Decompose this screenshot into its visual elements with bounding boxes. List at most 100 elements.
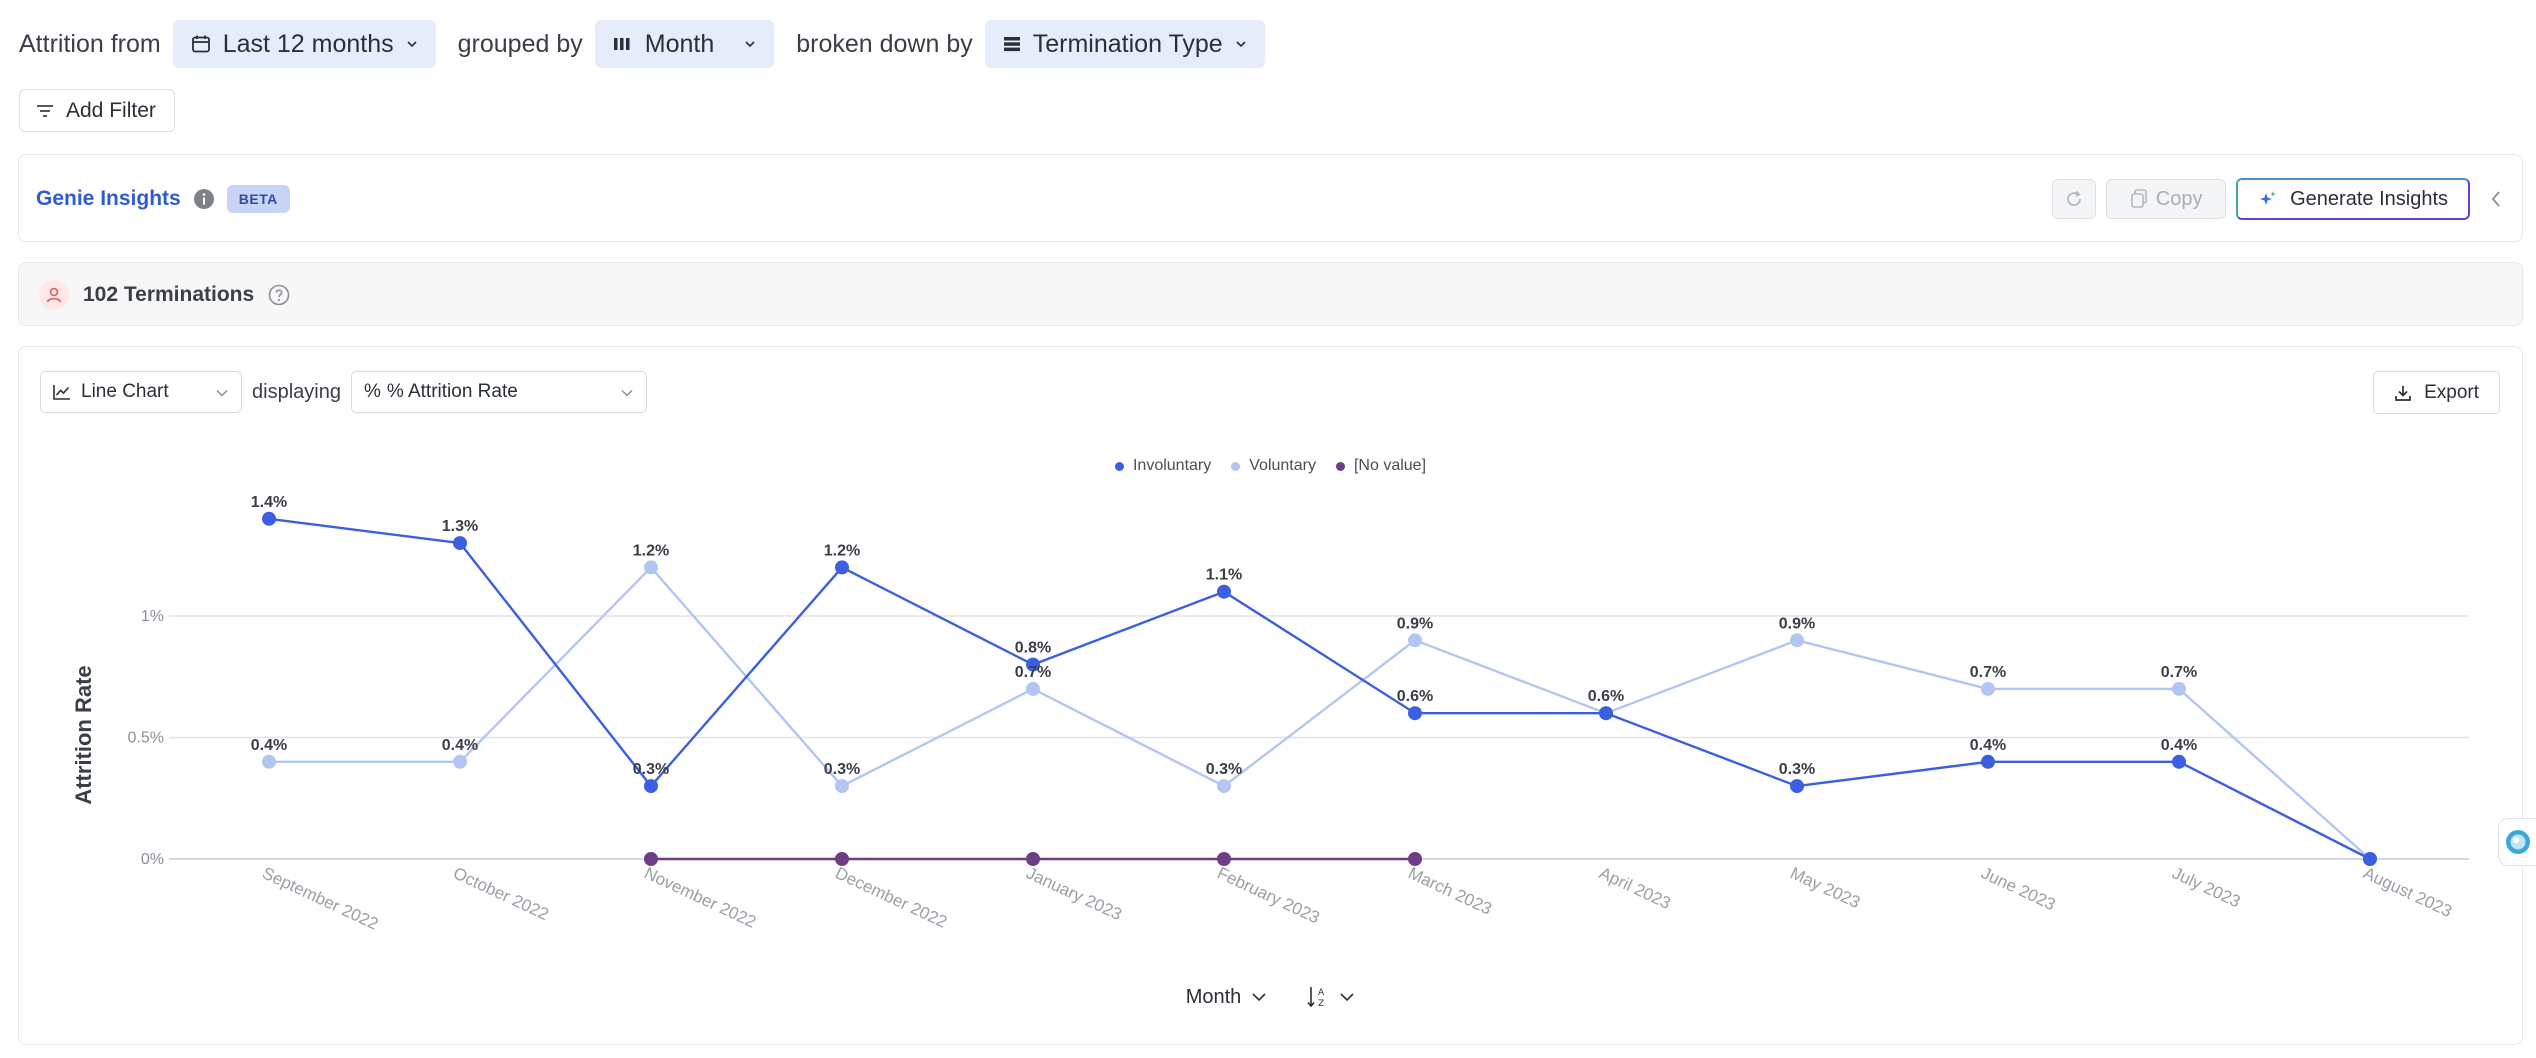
query-bar: Attrition from Last 12 months grouped by…: [19, 20, 1287, 68]
data-point: [262, 754, 276, 769]
y-tick-label: 0.5%: [128, 730, 164, 747]
data-point: [262, 511, 276, 526]
percent-icon: %: [363, 381, 381, 402]
x-tick-label: December 2022: [832, 863, 950, 931]
legend-label: [No value]: [1353, 457, 1427, 474]
data-point: [644, 852, 658, 866]
filter-icon: [37, 104, 53, 117]
data-label: 0.3%: [1206, 761, 1242, 778]
copy-label: Copy: [2155, 187, 2203, 210]
grouping-dropdown[interactable]: Month: [594, 20, 775, 68]
legend-item-involuntary[interactable]: Involuntary: [1114, 457, 1211, 475]
chart-panel: Line Chart displaying % % Attrition Rate…: [18, 346, 2523, 1045]
breakdown-value: Termination Type: [1032, 29, 1223, 58]
data-point: [1217, 584, 1231, 599]
x-tick-label: April 2023: [1596, 863, 1673, 913]
period-dropdown[interactable]: Last 12 months: [172, 20, 436, 68]
data-point: [1217, 779, 1231, 794]
data-label: 1.3%: [442, 518, 478, 535]
legend-item-voluntary[interactable]: Voluntary: [1231, 457, 1316, 475]
collapse-chevron-icon[interactable]: [2488, 188, 2504, 210]
assistant-bubble-button[interactable]: [2498, 818, 2536, 866]
user-icon: [39, 280, 69, 310]
y-tick-label: 0%: [141, 851, 164, 868]
genie-insights-title: Genie Insights: [36, 187, 181, 210]
copy-button[interactable]: Copy: [2106, 179, 2227, 219]
data-point: [1790, 779, 1804, 794]
data-point: [1026, 681, 1040, 696]
data-label: 0.9%: [1397, 615, 1433, 632]
series-line: [268, 517, 2371, 861]
data-label: 1.1%: [1206, 567, 1242, 584]
breakdown-dropdown[interactable]: Termination Type: [984, 20, 1265, 68]
chevron-down-icon: [1236, 41, 1246, 48]
data-label: 1.4%: [251, 494, 287, 511]
genie-insights-panel: Genie Insights BETA Copy Generate Insigh…: [18, 154, 2523, 242]
legend-label: Voluntary: [1249, 457, 1316, 474]
data-point: [2363, 852, 2377, 866]
data-point: [1408, 706, 1422, 721]
x-tick-label: September 2022: [259, 863, 381, 933]
sparkle-icon: [2260, 191, 2277, 205]
legend-dot: [1335, 461, 1345, 471]
line-chart-icon: [53, 385, 70, 400]
data-point: [644, 779, 658, 794]
generate-insights-button[interactable]: Generate Insights: [2236, 178, 2470, 220]
add-filter-button[interactable]: Add Filter: [19, 89, 175, 132]
svg-text:A: A: [1318, 988, 1325, 998]
data-point: [2172, 681, 2186, 696]
x-tick-label: January 2023: [1023, 863, 1124, 924]
chevron-down-icon: [407, 41, 417, 48]
data-point: [1217, 852, 1231, 866]
data-point: [1981, 681, 1995, 696]
x-tick-label: October 2022: [450, 863, 551, 924]
y-tick-label: 1%: [141, 608, 164, 625]
grouping-value: Month: [644, 29, 715, 58]
svg-text:Z: Z: [1318, 999, 1324, 1009]
chevron-down-icon: [216, 389, 228, 397]
data-label: 1.2%: [824, 542, 860, 559]
data-label: 0.6%: [1397, 688, 1433, 705]
rows-icon: [1003, 37, 1020, 52]
chart-legend: Involuntary Voluntary [No value]: [19, 457, 2522, 475]
x-tick-label: November 2022: [641, 863, 759, 931]
data-label: 1.2%: [633, 542, 669, 559]
calendar-icon: [191, 35, 210, 53]
data-label: 0.3%: [824, 761, 860, 778]
series-line: [269, 566, 2371, 860]
x-tick-label: May 2023: [1787, 863, 1863, 912]
metric-select[interactable]: % % Attrition Rate: [350, 371, 647, 413]
data-label: 0.9%: [1779, 615, 1815, 632]
data-point: [1408, 633, 1422, 648]
data-point: [1026, 657, 1040, 672]
legend-item-no-value[interactable]: [No value]: [1335, 457, 1427, 475]
refresh-button[interactable]: [2052, 179, 2097, 219]
help-icon[interactable]: [268, 284, 290, 306]
sort-field-dropdown[interactable]: Month: [1186, 985, 1268, 1009]
download-icon: [2395, 385, 2411, 401]
chart-type-select[interactable]: Line Chart: [40, 371, 242, 413]
chart-type-value: Line Chart: [81, 381, 169, 402]
grouped-by-label: grouped by: [457, 29, 583, 58]
data-point: [453, 536, 467, 551]
data-label: 0.7%: [2161, 664, 2197, 681]
data-label: 0.4%: [1970, 737, 2006, 754]
data-point: [2172, 754, 2186, 769]
export-button[interactable]: Export: [2373, 371, 2500, 414]
sort-field-value: Month: [1185, 985, 1242, 1008]
metric-value: % Attrition Rate: [386, 381, 518, 402]
info-icon[interactable]: [193, 188, 215, 210]
sort-az-icon: AZ: [1307, 987, 1325, 1009]
data-point: [835, 560, 849, 575]
data-point: [1408, 852, 1422, 866]
legend-dot: [1114, 461, 1124, 471]
chevron-down-icon: [1340, 993, 1354, 1002]
refresh-icon: [2067, 190, 2082, 206]
x-tick-label: February 2023: [1214, 863, 1322, 927]
data-point: [453, 754, 467, 769]
data-point: [835, 779, 849, 794]
data-label: 0.3%: [1779, 761, 1815, 778]
broken-down-by-label: broken down by: [796, 29, 973, 58]
data-label: 0.7%: [1015, 664, 1051, 681]
